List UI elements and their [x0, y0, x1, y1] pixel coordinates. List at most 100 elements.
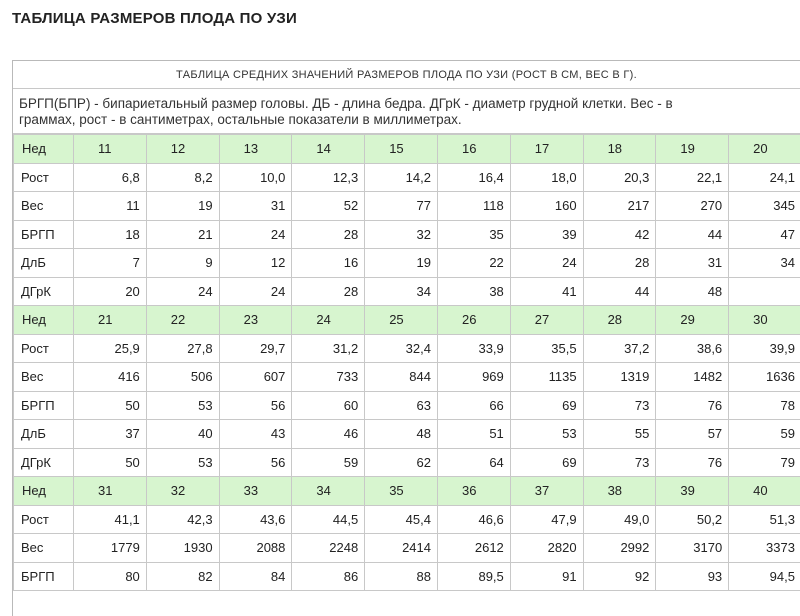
table-cell: 20,3: [582, 162, 657, 192]
table-cell: 43,6: [218, 504, 293, 534]
table-cell: 92: [582, 561, 657, 591]
table-cell: 18,0: [509, 162, 584, 192]
table-cell: 43: [218, 419, 293, 449]
table-cell: 16: [291, 248, 366, 278]
table-cell: 12: [218, 248, 293, 278]
table-cell: 3373: [728, 533, 800, 563]
table-cell: 32,4: [364, 333, 438, 363]
week-number-cell: 19: [655, 134, 730, 164]
table-cell: 73: [582, 447, 657, 477]
table-cell: 21: [145, 219, 220, 249]
table-cell: 89,5: [436, 561, 511, 591]
row-label: ДГрК: [13, 276, 74, 306]
table-cell: 47: [728, 219, 800, 249]
week-number-cell: 34: [291, 476, 366, 506]
table-cell: 1482: [655, 362, 730, 392]
table-cell: 607: [218, 362, 293, 392]
table-cell: 34: [728, 248, 800, 278]
table-cell: 14,2: [364, 162, 438, 192]
table-cell: 64: [436, 447, 511, 477]
table-cell: 969: [436, 362, 511, 392]
table-cell: 79: [728, 447, 800, 477]
table-cell: 24: [218, 276, 293, 306]
table-row: Вес 11 19 31 52 77 118 160 217 270 345: [13, 191, 800, 221]
week-number-cell: 25: [364, 305, 438, 335]
table-cell: 47,9: [509, 504, 584, 534]
note-line-2: граммах, рост - в сантиметрах, остальные…: [19, 112, 462, 127]
week-number-cell: 35: [364, 476, 438, 506]
table-cell: 53: [145, 390, 220, 420]
week-number-cell: 22: [145, 305, 220, 335]
weeks-header-row: Нед 31 32 33 34 35 36 37 38 39 40: [13, 476, 800, 506]
table-cell: 18: [73, 219, 147, 249]
table-cell: 9: [145, 248, 220, 278]
table-cell: 50: [73, 447, 147, 477]
row-label: Вес: [13, 362, 74, 392]
table-cell: 53: [509, 419, 584, 449]
table-cell: 24,1: [728, 162, 800, 192]
week-number-cell: 39: [655, 476, 730, 506]
table-caption: ТАБЛИЦА СРЕДНИХ ЗНАЧЕНИЙ РАЗМЕРОВ ПЛОДА …: [13, 61, 800, 89]
week-number-cell: 21: [73, 305, 147, 335]
table-cell: 69: [509, 390, 584, 420]
table-row: ДГрК 50 53 56 59 62 64 69 73 76 79: [13, 447, 800, 477]
table-cell: 2612: [436, 533, 511, 563]
week-number-cell: 17: [509, 134, 584, 164]
table-row: БРГП 18 21 24 28 32 35 39 42 44 47: [13, 219, 800, 249]
table-cell: 2992: [582, 533, 657, 563]
week-number-cell: 29: [655, 305, 730, 335]
week-number-cell: 20: [728, 134, 800, 164]
note-line-1: БРГП(БПР) - бипариетальный размер головы…: [19, 96, 673, 111]
row-label: БРГП: [13, 390, 74, 420]
table-cell: 1930: [145, 533, 220, 563]
table-row: БРГП 80 82 84 86 88 89,5 91 92 93 94,5: [13, 561, 800, 591]
table-cell: 506: [145, 362, 220, 392]
weeks-label: Нед: [13, 134, 74, 164]
abbreviation-note: БРГП(БПР) - бипариетальный размер головы…: [13, 89, 800, 134]
table-cell: 59: [291, 447, 366, 477]
table-cell: 46: [291, 419, 366, 449]
week-number-cell: 24: [291, 305, 366, 335]
table-cell: 37,2: [582, 333, 657, 363]
table-cell: 57: [655, 419, 730, 449]
week-number-cell: 12: [145, 134, 220, 164]
table-row: Вес 416 506 607 733 844 969 1135 1319 1482 1636: [13, 362, 800, 392]
week-number-cell: 18: [582, 134, 657, 164]
table-cell: 24: [145, 276, 220, 306]
table-cell: 20: [73, 276, 147, 306]
table-cell: 53: [145, 447, 220, 477]
table-cell: 45,4: [364, 504, 438, 534]
table-cell: 29,7: [218, 333, 293, 363]
table-cell: 1636: [728, 362, 800, 392]
table-cell: 1135: [509, 362, 584, 392]
table-cell: 3170: [655, 533, 730, 563]
table-cell: 51: [436, 419, 511, 449]
table-cell: 2820: [509, 533, 584, 563]
table-row: Рост 41,1 42,3 43,6 44,5 45,4 46,6 47,9 49,0 50,2…: [13, 504, 800, 534]
row-label: Вес: [13, 533, 74, 563]
table-cell: 44: [582, 276, 657, 306]
table-cell: 46,6: [436, 504, 511, 534]
table-cell: 22: [436, 248, 511, 278]
table-cell: 6,8: [73, 162, 147, 192]
table-cell: 39,9: [728, 333, 800, 363]
row-label: ДГрК: [13, 447, 74, 477]
weeks-header-row: Нед 21 22 23 24 25 26 27 28 29 30: [13, 305, 800, 335]
table-cell: 66: [436, 390, 511, 420]
table-cell: 270: [655, 191, 730, 221]
size-table-panel: ТАБЛИЦА СРЕДНИХ ЗНАЧЕНИЙ РАЗМЕРОВ ПЛОДА …: [12, 60, 800, 616]
table-cell: 10,0: [218, 162, 293, 192]
table-cell: 24: [218, 219, 293, 249]
week-number-cell: 13: [218, 134, 293, 164]
table-cell: 48: [364, 419, 438, 449]
row-label: ДлБ: [13, 248, 74, 278]
row-label: Рост: [13, 504, 74, 534]
table-cell: 27,8: [145, 333, 220, 363]
table-cell: 60: [291, 390, 366, 420]
weeks-label: Нед: [13, 476, 74, 506]
table-cell: 80: [73, 561, 147, 591]
table-cell: 31: [655, 248, 730, 278]
table-cell: 12,3: [291, 162, 366, 192]
row-label: Рост: [13, 333, 74, 363]
table-cell: 40: [145, 419, 220, 449]
